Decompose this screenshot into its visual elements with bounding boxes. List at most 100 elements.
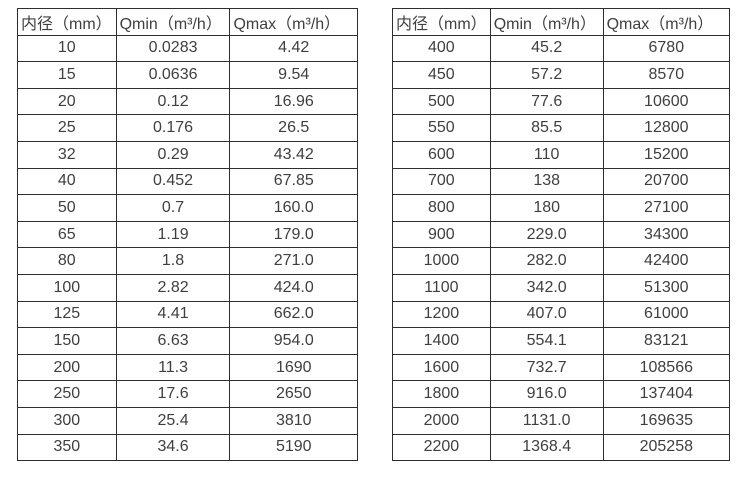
table-row: 1100 342.0 51300 [392, 273, 731, 302]
table-row: 1600 732.7 108566 [392, 353, 731, 382]
table-cell: 137404 [602, 380, 731, 408]
table-cell: 26.5 [229, 114, 358, 142]
table-cell: 11.3 [115, 353, 231, 382]
table-row: 1400 554.1 83121 [392, 327, 731, 355]
table-cell: 1100 [392, 273, 491, 302]
table-cell: 342.0 [489, 273, 604, 302]
table-cell: 10600 [602, 87, 731, 116]
table-cell: 1690 [229, 353, 358, 382]
table-cell: 20 [17, 87, 117, 116]
table-cell: 4.41 [115, 300, 231, 329]
table-row: 25 0.176 26.5 [17, 114, 358, 142]
table-cell: 16.96 [229, 87, 358, 116]
table-cell: 3810 [229, 406, 358, 435]
table-cell: 6780 [602, 34, 731, 63]
table-cell: 110 [489, 140, 604, 169]
table-cell: 500 [392, 87, 491, 116]
table-cell: 125 [17, 300, 117, 329]
table-row: 350 34.6 5190 [17, 433, 358, 462]
table-cell: 450 [392, 61, 491, 89]
table-cell: 6.63 [115, 327, 231, 355]
table-cell: 34300 [602, 220, 731, 249]
table-cell: 1400 [392, 327, 491, 355]
table-cell: 20700 [602, 167, 731, 196]
table-cell: 0.0283 [115, 34, 231, 63]
table-cell: 2000 [392, 406, 491, 435]
table-cell: 550 [392, 114, 491, 142]
table-cell: 0.0636 [115, 61, 231, 89]
header-qmin: Qmin（m³/h） [115, 8, 231, 36]
table-cell: 34.6 [115, 433, 231, 462]
table-cell: 2.82 [115, 273, 231, 302]
table-cell: 205258 [602, 433, 731, 462]
table-row: 450 57.2 8570 [392, 61, 731, 89]
table-cell: 0.12 [115, 87, 231, 116]
table-cell: 2650 [229, 380, 358, 408]
table-cell: 80 [17, 247, 117, 275]
table-cell: 407.0 [489, 300, 604, 329]
table-cell: 400 [392, 34, 491, 63]
table-cell: 600 [392, 140, 491, 169]
table-row: 150 6.63 954.0 [17, 327, 358, 355]
table-cell: 169635 [602, 406, 731, 435]
table-row: 125 4.41 662.0 [17, 300, 358, 329]
table-cell: 424.0 [229, 273, 358, 302]
table-cell: 662.0 [229, 300, 358, 329]
table-row: 20 0.12 16.96 [17, 87, 358, 116]
table-row: 100 2.82 424.0 [17, 273, 358, 302]
table-cell: 85.5 [489, 114, 604, 142]
table-row: 10 0.0283 4.42 [17, 34, 358, 63]
table-cell: 57.2 [489, 61, 604, 89]
header-qmax: Qmax（m³/h） [602, 8, 731, 36]
table-cell: 1131.0 [489, 406, 604, 435]
table-row: 40 0.452 67.85 [17, 167, 358, 196]
table-row: 800 180 27100 [392, 194, 731, 222]
table-row: 400 45.2 6780 [392, 34, 731, 63]
table-cell: 916.0 [489, 380, 604, 408]
table-cell: 12800 [602, 114, 731, 142]
table-row: 1800 916.0 137404 [392, 380, 731, 408]
table-cell: 15200 [602, 140, 731, 169]
table-row: 600 110 15200 [392, 140, 731, 169]
table-cell: 1000 [392, 247, 491, 275]
table-row: 1000 282.0 42400 [392, 247, 731, 275]
table-cell: 61000 [602, 300, 731, 329]
table-row: 1200 407.0 61000 [392, 300, 731, 329]
table-row: 50 0.7 160.0 [17, 194, 358, 222]
table-cell: 732.7 [489, 353, 604, 382]
table-row: 300 25.4 3810 [17, 406, 358, 435]
table-cell: 2200 [392, 433, 491, 462]
table-cell: 0.452 [115, 167, 231, 196]
table-cell: 5190 [229, 433, 358, 462]
table-cell: 1368.4 [489, 433, 604, 462]
table-cell: 350 [17, 433, 117, 462]
table-cell: 8570 [602, 61, 731, 89]
table-cell: 77.6 [489, 87, 604, 116]
table-row: 900 229.0 34300 [392, 220, 731, 249]
table-cell: 150 [17, 327, 117, 355]
header-qmax: Qmax（m³/h） [229, 8, 358, 36]
table-cell: 4.42 [229, 34, 358, 63]
table-cell: 138 [489, 167, 604, 196]
header-diameter: 内径（mm） [17, 8, 117, 36]
table-row: 32 0.29 43.42 [17, 140, 358, 169]
table-cell: 1600 [392, 353, 491, 382]
table-row: 2200 1368.4 205258 [392, 433, 731, 462]
table-cell: 0.29 [115, 140, 231, 169]
table-cell: 27100 [602, 194, 731, 222]
table-cell: 9.54 [229, 61, 358, 89]
table-cell: 282.0 [489, 247, 604, 275]
table-body: 10 0.0283 4.42 15 0.0636 9.54 20 0.12 16.96 25 0.1… [17, 34, 358, 462]
table-cell: 50 [17, 194, 117, 222]
table-row: 80 1.8 271.0 [17, 247, 358, 275]
table-row: 200 11.3 1690 [17, 353, 358, 382]
table-cell: 32 [17, 140, 117, 169]
table-cell: 83121 [602, 327, 731, 355]
table-cell: 271.0 [229, 247, 358, 275]
table-cell: 67.85 [229, 167, 358, 196]
table-cell: 1200 [392, 300, 491, 329]
table-cell: 250 [17, 380, 117, 408]
table-row: 250 17.6 2650 [17, 380, 358, 408]
table-row: 500 77.6 10600 [392, 87, 731, 116]
header-qmin: Qmin（m³/h） [489, 8, 604, 36]
